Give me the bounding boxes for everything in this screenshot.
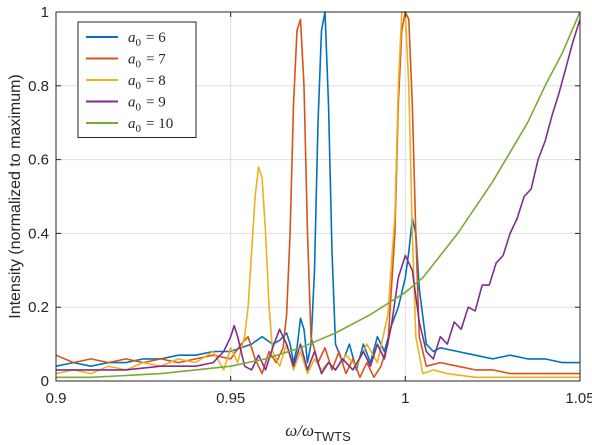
y-tick-label: 0.4 <box>28 225 49 242</box>
series-line-a0-6 <box>55 11 580 371</box>
series-line-a0-9 <box>56 19 581 375</box>
y-tick-label: 0 <box>41 373 49 390</box>
axes <box>55 11 581 382</box>
x-tick-label: 0.9 <box>46 390 67 407</box>
legend-label-value: = 7 <box>146 52 166 68</box>
series-line-a0-10 <box>56 11 581 379</box>
legend: a0 = 6a0 = 7a0 = 8a0 = 9a0 = 10 <box>77 21 197 138</box>
y-axis-title: Intensity (normalized to maximum) <box>7 74 24 319</box>
x-tick-label: 1 <box>401 390 409 407</box>
legend-item: a0 = 9 <box>86 95 166 114</box>
series-line-a0-7 <box>55 11 580 379</box>
y-tick-label: 0.6 <box>28 152 49 169</box>
legend-label-var: a <box>128 73 136 89</box>
legend-label: a0 = 9 <box>128 95 166 114</box>
legend-label: a0 = 8 <box>128 73 166 92</box>
legend-label-var: a <box>128 30 136 46</box>
y-ticks: 0 0.2 0.4 0.6 0.8 1 <box>28 4 580 390</box>
legend-label-value: = 9 <box>146 95 166 111</box>
legend-item: a0 = 10 <box>86 116 173 135</box>
legend-label: a0 = 10 <box>128 116 173 135</box>
x-tick-label: 0.95 <box>216 390 245 407</box>
legend-label-value: = 10 <box>146 116 173 132</box>
legend-label-value: = 6 <box>146 30 166 46</box>
x-tick-label: 1.05 <box>565 390 592 407</box>
x-axis-title: ω/ωTWTS <box>285 421 351 444</box>
y-tick-label: 0.8 <box>28 78 49 95</box>
legend-label-sub: 0 <box>136 102 142 114</box>
legend-label-value: = 8 <box>146 73 166 89</box>
x-axis-title-sub: TWTS <box>314 429 351 444</box>
legend-label-var: a <box>128 116 136 132</box>
legend-label-var: a <box>128 52 136 68</box>
legend-item: a0 = 8 <box>86 73 166 92</box>
y-tick-label: 0.2 <box>28 299 49 316</box>
legend-item: a0 = 6 <box>86 30 166 49</box>
legend-label-sub: 0 <box>136 80 142 92</box>
y-tick-label: 1 <box>41 4 49 21</box>
x-ticks: 0.9 0.95 1 1.05 <box>46 12 592 407</box>
legend-item: a0 = 7 <box>86 52 166 71</box>
legend-label-sub: 0 <box>136 123 142 135</box>
legend-label-var: a <box>128 95 136 111</box>
series-line-a0-8 <box>55 11 580 379</box>
legend-label: a0 = 7 <box>128 52 166 71</box>
legend-label-sub: 0 <box>136 37 142 49</box>
series-lines <box>55 11 581 379</box>
x-axis-title-main: ω/ω <box>285 421 314 440</box>
legend-items: a0 = 6a0 = 7a0 = 8a0 = 9a0 = 10 <box>86 30 173 135</box>
legend-label-sub: 0 <box>136 59 142 71</box>
plot-frame <box>55 11 581 382</box>
legend-label: a0 = 6 <box>128 30 166 49</box>
